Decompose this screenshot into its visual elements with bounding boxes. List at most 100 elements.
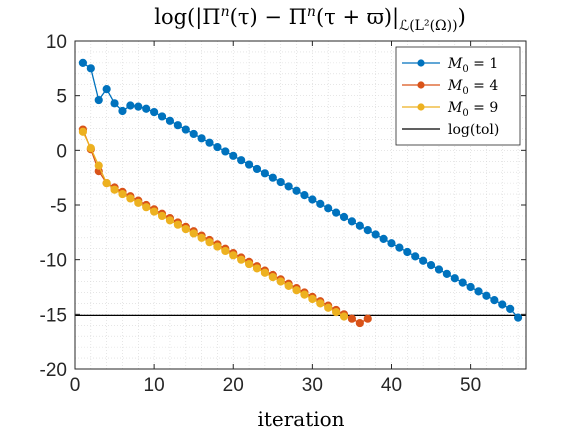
x-tick-label: 20 (223, 375, 244, 396)
title-sup2: n (307, 4, 316, 20)
series-layer (78, 58, 523, 328)
data-point (181, 224, 190, 234)
data-point (268, 173, 277, 182)
data-point (94, 95, 103, 105)
y-tick-label: 0 (56, 141, 67, 162)
data-point (205, 138, 214, 147)
data-point (355, 318, 364, 328)
title-main: log(|Π (154, 5, 220, 30)
x-tick-label: 40 (381, 375, 402, 396)
data-point (316, 199, 325, 209)
data-point (110, 185, 119, 194)
data-point (308, 294, 317, 304)
data-point (276, 277, 285, 286)
data-point (411, 252, 420, 261)
x-tick-label: 50 (460, 375, 481, 396)
data-point (86, 144, 95, 153)
data-point (173, 220, 182, 229)
data-point (347, 217, 357, 226)
legend-label: M0 = 9 (447, 100, 498, 119)
data-point (78, 127, 88, 136)
data-point (347, 314, 357, 323)
title-sub: ℒ(L²(Ω)) (399, 18, 457, 34)
y-tick-label: -20 (40, 360, 67, 381)
data-point (134, 102, 143, 111)
data-point (134, 198, 143, 207)
data-point (268, 273, 277, 282)
y-tick-label: -15 (40, 305, 67, 326)
data-point (300, 290, 309, 299)
data-point (237, 255, 246, 264)
data-point (498, 300, 507, 309)
data-point (142, 104, 151, 113)
legend-entry-2: M0 = 9 (402, 100, 498, 119)
data-point (292, 186, 301, 195)
y-tick-label: -5 (50, 196, 67, 217)
data-point (419, 256, 428, 265)
legend-entry-3: log(tol) (402, 122, 499, 138)
data-point (157, 112, 167, 121)
x-tick-label: 10 (144, 375, 165, 396)
data-point (395, 243, 404, 252)
y-tick-label: 5 (56, 87, 67, 108)
legend-label: log(tol) (448, 122, 499, 138)
data-point (300, 191, 309, 200)
y-tick-label: 10 (46, 32, 67, 53)
series-line (82, 131, 345, 318)
data-point (434, 265, 444, 274)
data-point (490, 296, 499, 305)
data-point (157, 211, 167, 221)
data-point (150, 107, 159, 117)
data-point (387, 239, 396, 248)
data-point (229, 151, 238, 160)
data-point (506, 304, 515, 313)
title-mid2: (τ + ϖ)| (316, 5, 399, 30)
data-point (513, 313, 523, 322)
data-point (339, 212, 349, 222)
data-point (229, 251, 238, 260)
data-point (284, 281, 293, 291)
data-point (150, 207, 159, 216)
data-point (165, 216, 175, 225)
legend-marker (417, 81, 425, 89)
legend-entry-0: M0 = 1 (402, 56, 498, 75)
data-point (316, 299, 325, 308)
data-point (244, 259, 254, 269)
data-point (260, 169, 269, 178)
data-point (102, 85, 111, 94)
data-point (189, 229, 198, 238)
data-point (339, 312, 349, 321)
data-point (86, 64, 95, 73)
data-point (110, 99, 119, 108)
data-point (442, 269, 451, 278)
data-point (213, 242, 222, 251)
legend-label: M0 = 1 (447, 56, 498, 75)
data-point (276, 177, 285, 187)
data-point (221, 246, 230, 256)
axes (74, 40, 527, 370)
data-point (252, 264, 262, 273)
legend-marker (417, 103, 425, 111)
x-tick-label: 30 (302, 375, 323, 396)
data-point (118, 189, 127, 199)
data-point (482, 291, 491, 300)
x-axis-label: iteration (257, 407, 344, 431)
data-point (181, 125, 190, 134)
data-point (371, 230, 380, 239)
data-point (197, 134, 206, 143)
data-point (252, 164, 262, 174)
data-point (78, 58, 88, 67)
data-point (474, 287, 483, 296)
data-point (126, 194, 135, 203)
x-tick-label: 0 (70, 375, 81, 396)
data-point (126, 101, 135, 110)
y-tick-label: -10 (40, 251, 67, 272)
data-point (450, 274, 459, 283)
data-point (205, 238, 214, 247)
data-point (165, 116, 175, 125)
data-point (260, 268, 269, 277)
data-point (221, 147, 230, 156)
data-point (189, 129, 198, 139)
